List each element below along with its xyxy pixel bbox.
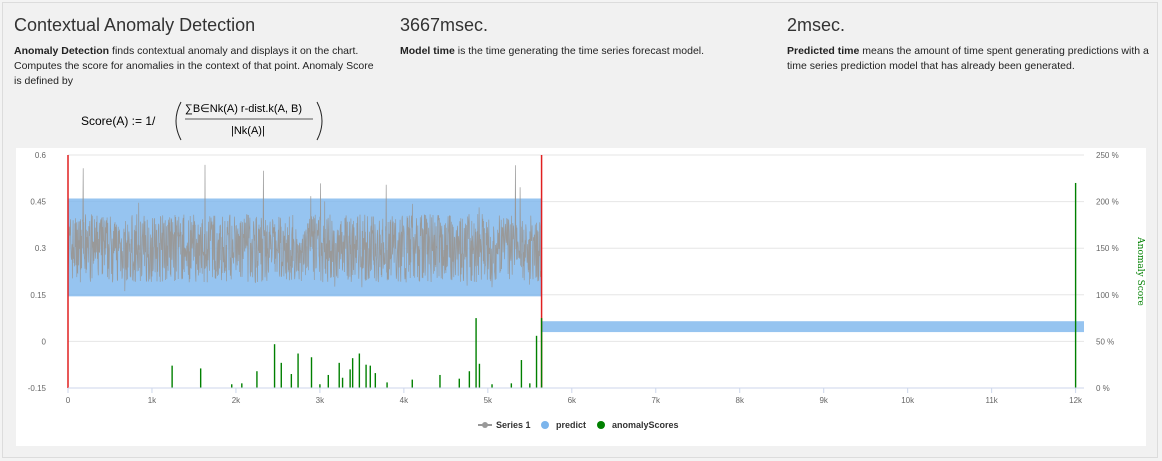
axes: -0.15 0 0.15 0.3 0.45 0.6 0 % 50 % 100 % 150 % 200… — [28, 151, 1145, 405]
anomaly-score-bar — [273, 344, 276, 388]
anomaly-score-bar — [341, 377, 344, 388]
anomaly-score-bar — [374, 373, 377, 388]
y2-tick-label: 0 % — [1096, 384, 1110, 393]
legend-label: predict — [556, 420, 586, 430]
legend-label: anomalyScores — [612, 420, 679, 430]
section-anomaly: Contextual Anomaly Detection Anomaly Det… — [14, 15, 384, 89]
y2-tick-label: 100 % — [1096, 291, 1119, 300]
x-tick-label: 7k — [652, 396, 661, 405]
y-tick-label: 0.45 — [30, 198, 46, 207]
formula-numerator: ∑B∈Nk(A) r-dist.k(A, B) — [185, 103, 302, 115]
section-description: Anomaly Detection finds contextual anoma… — [14, 45, 374, 87]
anomaly-score-bar — [351, 358, 354, 388]
section-predicted-time: 2msec. Predicted time means the amount o… — [787, 15, 1155, 74]
chart-svg: -0.15 0 0.15 0.3 0.45 0.6 0 % 50 % 100 % 150 % 200… — [28, 151, 1145, 430]
formula-lhs: Score(A) := 1/ — [81, 114, 156, 128]
anomaly-score-bar — [171, 365, 173, 388]
x-tick-label: 8k — [736, 396, 745, 405]
x-tick-label: 9k — [819, 396, 828, 405]
anomaly-score-bar — [529, 383, 531, 388]
anomaly-score-bar — [365, 364, 367, 388]
x-tick-label: 0 — [66, 396, 71, 405]
anomaly-score-bar — [411, 379, 413, 388]
legend-symbol — [541, 421, 549, 429]
legend-item: Series 1 — [478, 420, 531, 430]
anomaly-score-bar — [475, 318, 477, 388]
y2-tick-label: 50 % — [1096, 337, 1114, 346]
anomaly-score-bar — [231, 384, 233, 388]
section-description: Model time is the time generating the ti… — [400, 45, 705, 57]
x-tick-label: 4k — [400, 396, 409, 405]
x-tick-label: 5k — [484, 396, 493, 405]
anomaly-score-bar — [510, 383, 513, 388]
section-title: 2msec. — [787, 15, 846, 35]
section-title: Contextual Anomaly Detection — [14, 15, 256, 35]
series1-line — [67, 164, 542, 292]
x-tick-label: 1k — [148, 396, 157, 405]
y2-tick-label: 250 % — [1096, 151, 1119, 160]
formula-paren-right — [316, 101, 323, 141]
legend: Series 1 predict anomalyScores — [478, 420, 679, 430]
section-description: Predicted time means the amount of time … — [787, 45, 1149, 72]
anomaly-score-bar — [369, 365, 371, 388]
x-tick-label: 10k — [901, 396, 915, 405]
y-tick-label: 0.15 — [30, 291, 46, 300]
anomaly-chart: -0.15 0 0.15 0.3 0.45 0.6 0 % 50 % 100 % 150 % 200… — [16, 148, 1146, 446]
formula-paren-left — [175, 101, 182, 141]
anomaly-score-bar — [386, 382, 388, 388]
legend-symbol — [597, 421, 605, 429]
y2-axis-title: Anomaly Score — [1135, 236, 1145, 306]
y-tick-label: 0.3 — [35, 244, 47, 253]
x-tick-label: 11k — [985, 396, 998, 405]
anomaly-score-bar — [535, 335, 538, 388]
anomaly-score-bar — [290, 374, 293, 388]
x-tick-label: 6k — [568, 396, 577, 405]
anomaly-score-bar — [338, 362, 340, 388]
y-tick-label: 0 — [42, 337, 47, 346]
anomaly-score-bar — [458, 378, 460, 388]
anomaly-score-bar — [241, 383, 243, 388]
predict-band — [541, 321, 1084, 333]
anomaly-score-bar — [297, 353, 299, 388]
section-title: 3667msec. — [400, 15, 489, 35]
series1-path — [67, 164, 542, 292]
formula-denominator: |Nk(A)| — [231, 125, 265, 137]
anomaly-score-bar — [349, 369, 351, 388]
anomaly-score-bar — [491, 384, 493, 388]
y-tick-label: 0.6 — [35, 151, 47, 160]
predict-series — [68, 198, 1084, 333]
legend-item: predict — [541, 420, 586, 430]
formula-graphic: Score(A) := 1/ ∑B∈Nk(A) r-dist.k(A, B) |… — [81, 101, 323, 141]
anomaly-score-bar — [478, 363, 481, 388]
anomaly-score-bar — [280, 362, 282, 388]
anomaly-score-bar — [199, 368, 202, 388]
anomaly-score-bar — [520, 360, 523, 388]
anomaly-score-bar — [1074, 182, 1077, 388]
anomaly-score-bar — [358, 353, 361, 388]
y-tick-label: -0.15 — [28, 384, 47, 393]
y2-tick-label: 200 % — [1096, 198, 1119, 207]
anomaly-score-bar — [468, 371, 471, 388]
x-tick-label: 12k — [1069, 396, 1083, 405]
section-model-time: 3667msec. Model time is the time generat… — [400, 15, 770, 59]
anomaly-score-bar — [439, 374, 441, 388]
anomaly-score-bar — [319, 384, 321, 388]
x-tick-label: 3k — [316, 396, 325, 405]
x-tick-label: 2k — [232, 396, 241, 405]
anomaly-score-bar — [327, 374, 329, 388]
legend-symbol-dot — [482, 422, 488, 428]
anomaly-score-bar — [540, 318, 543, 388]
anomaly-score-bar — [310, 357, 313, 388]
score-formula: Score(A) := 1/ ∑B∈Nk(A) r-dist.k(A, B) |… — [81, 98, 331, 147]
anomaly-scores-series — [171, 182, 1077, 388]
anomaly-score-bar — [256, 371, 258, 388]
legend-item: anomalyScores — [597, 420, 679, 430]
legend-label: Series 1 — [496, 420, 531, 430]
y2-tick-label: 150 % — [1096, 244, 1119, 253]
